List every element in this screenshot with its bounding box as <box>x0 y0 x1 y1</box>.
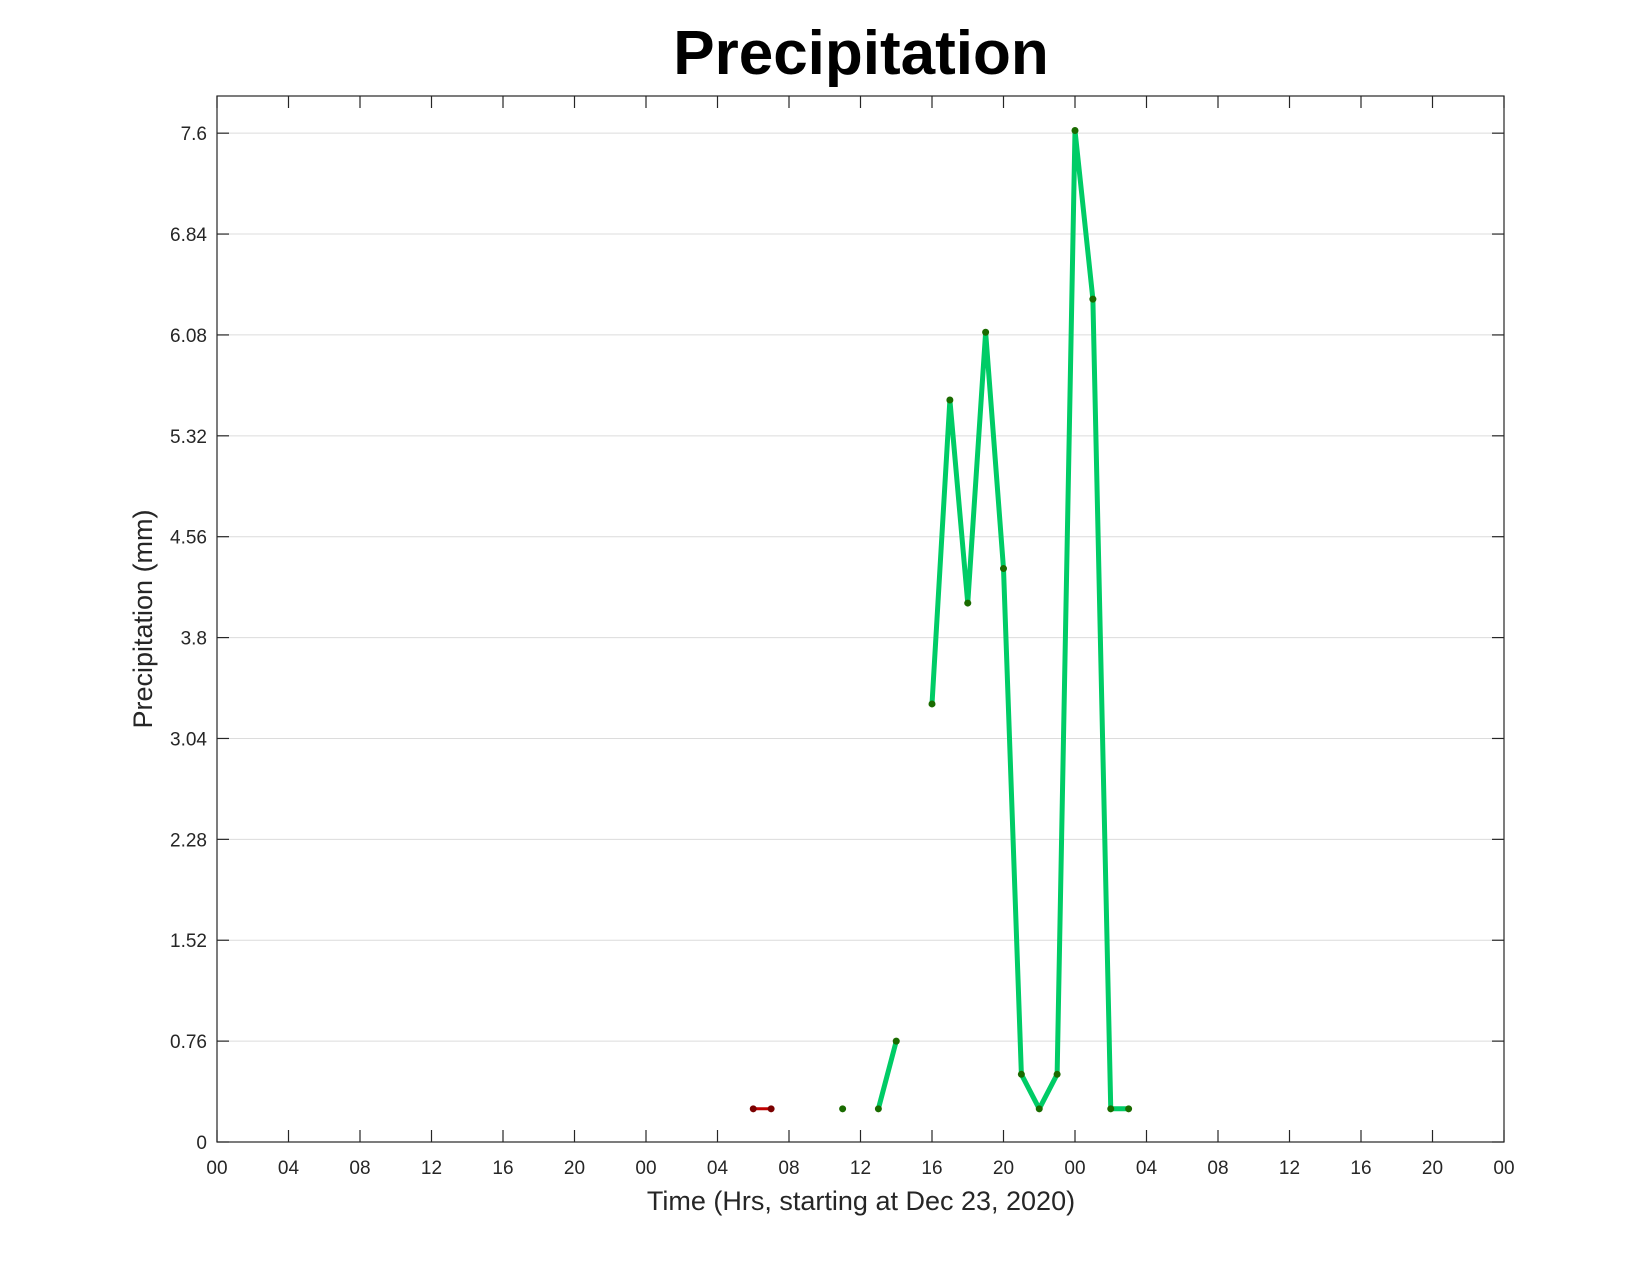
x-tick-label: 00 <box>206 1158 227 1179</box>
y-tick-label: 1.52 <box>170 931 207 952</box>
x-tick-label: 08 <box>1207 1158 1228 1179</box>
data-point <box>892 1037 900 1045</box>
data-point <box>749 1105 757 1113</box>
y-axis-label: Precipitation (mm) <box>128 509 158 728</box>
x-tick-label: 04 <box>707 1158 729 1179</box>
data-point <box>1125 1105 1133 1113</box>
data-point <box>982 328 990 336</box>
chart-title: Precipitation <box>673 19 1049 88</box>
data-series <box>749 127 1133 1113</box>
x-tick-label: 16 <box>492 1158 513 1179</box>
x-tick-label: 12 <box>421 1158 442 1179</box>
x-tick-label: 04 <box>278 1158 300 1179</box>
plot-area-frame <box>216 95 1505 1143</box>
data-point <box>928 700 936 708</box>
data-point <box>964 599 972 607</box>
data-point <box>839 1105 847 1113</box>
x-tick-label: 16 <box>921 1158 942 1179</box>
x-tick-label: 08 <box>778 1158 799 1179</box>
data-point <box>1000 565 1007 573</box>
y-tick-label: 6.08 <box>170 326 207 347</box>
y-tick-label: 3.04 <box>170 729 207 750</box>
data-point <box>1053 1070 1061 1078</box>
series-0 <box>749 1105 775 1113</box>
x-tick-label: 12 <box>1279 1158 1300 1179</box>
x-tick-label: 20 <box>564 1158 585 1179</box>
data-point <box>1071 127 1079 135</box>
data-point <box>874 1105 882 1113</box>
y-tick-label: 5.32 <box>170 427 207 448</box>
data-point <box>1089 295 1097 303</box>
y-tick-label: 4.56 <box>170 528 207 549</box>
y-tick-label: 7.6 <box>181 124 207 145</box>
gridlines <box>217 132 1504 1042</box>
series-line-segment <box>929 128 1132 1112</box>
data-point <box>1017 1070 1025 1078</box>
y-tick-label: 3.8 <box>181 629 207 650</box>
x-tick-label: 04 <box>1136 1158 1158 1179</box>
y-tick-label: 0.76 <box>170 1032 207 1053</box>
x-tick-label: 16 <box>1350 1158 1371 1179</box>
data-point <box>946 396 954 404</box>
y-tick-label: 0 <box>196 1133 207 1154</box>
axis-ticks <box>216 96 1505 1143</box>
x-tick-label: 12 <box>850 1158 871 1179</box>
series-1 <box>839 127 1133 1113</box>
x-axis-label: Time (Hrs, starting at Dec 23, 2020) <box>647 1186 1075 1216</box>
y-tick-label: 6.84 <box>170 225 207 246</box>
x-axis-tick-labels: 00 04 08 12 16 20 00 04 08 12 16 20 00 04 08 12 16 20 00 <box>206 1158 1514 1179</box>
x-tick-label: 08 <box>349 1158 370 1179</box>
x-tick-label: 00 <box>635 1158 656 1179</box>
data-point <box>1107 1105 1115 1113</box>
data-point <box>1035 1105 1043 1113</box>
series-line-segment <box>875 1038 899 1112</box>
x-tick-label: 00 <box>1493 1158 1514 1179</box>
x-tick-label: 00 <box>1064 1158 1085 1179</box>
y-tick-label: 2.28 <box>170 830 207 851</box>
x-tick-label: 20 <box>1422 1158 1443 1179</box>
y-axis-tick-labels: 0 0.76 1.52 2.28 3.04 3.8 4.56 5.32 6.08 6.84 7.6 <box>170 124 207 1154</box>
x-tick-label: 20 <box>993 1158 1014 1179</box>
data-point <box>767 1105 775 1113</box>
